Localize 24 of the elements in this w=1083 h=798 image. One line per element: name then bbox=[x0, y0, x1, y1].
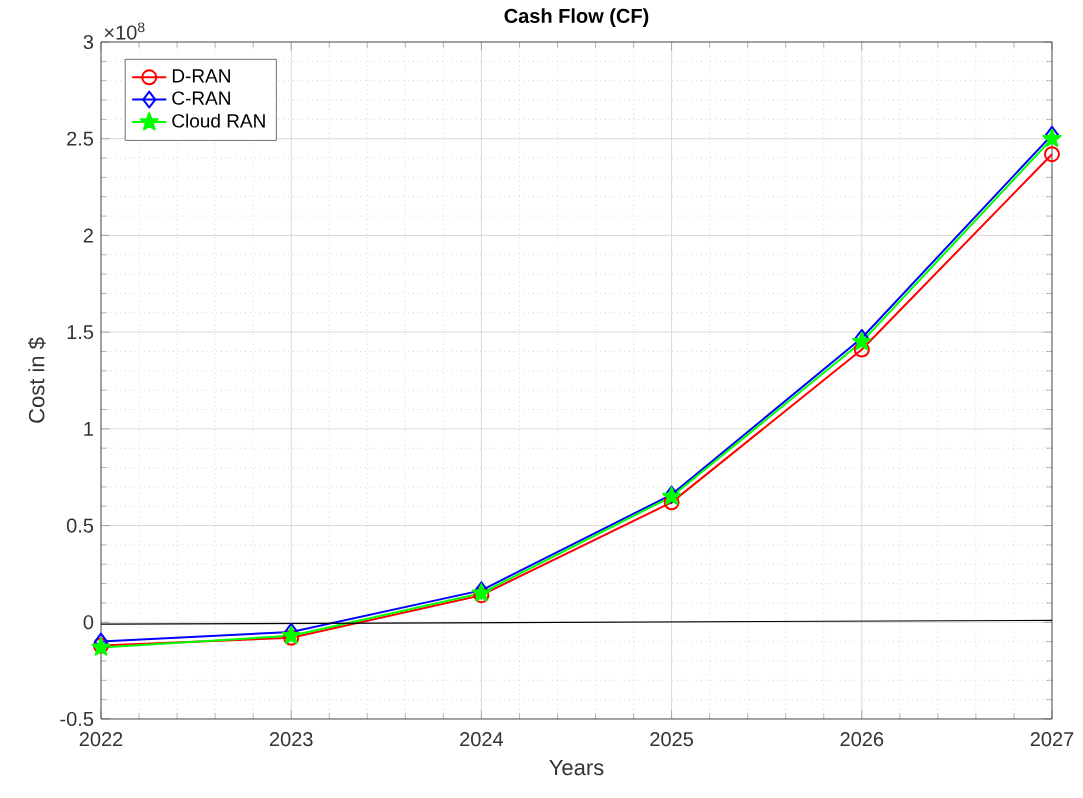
y-tick-label: 1.5 bbox=[67, 325, 94, 340]
y-tick-label: 1 bbox=[84, 421, 93, 436]
y-tick-label: 0 bbox=[83, 615, 94, 630]
y-tick-label: 2 bbox=[83, 228, 93, 243]
x-axis-title: Years bbox=[549, 759, 604, 776]
chart-title: Cash Flow (CF) bbox=[504, 8, 649, 27]
x-tick-label: 2023 bbox=[269, 732, 313, 747]
y-tick-label: 3 bbox=[83, 34, 94, 50]
point bbox=[853, 341, 870, 358]
legend-label: C-RAN bbox=[172, 91, 230, 105]
x-tick-label: 2027 bbox=[1030, 732, 1074, 747]
point bbox=[1043, 146, 1060, 163]
y-tick-label: 0.5 bbox=[66, 518, 94, 533]
y-axis-title: Cost in $ bbox=[27, 337, 46, 423]
x-tick-label: 2024 bbox=[460, 732, 504, 747]
x-tick-label: 2025 bbox=[650, 732, 693, 747]
legend-label: Cloud RAN bbox=[172, 113, 265, 128]
y-tick-label: -0.5 bbox=[60, 711, 94, 727]
x-tick-label: 2026 bbox=[840, 732, 884, 747]
text: ×10$^{8}$ bbox=[104, 22, 145, 40]
x-tick-label: 2022 bbox=[79, 732, 123, 747]
legend-label: D-RAN bbox=[172, 69, 230, 83]
point bbox=[473, 587, 490, 604]
y-tick-label: 2.5 bbox=[67, 131, 94, 146]
